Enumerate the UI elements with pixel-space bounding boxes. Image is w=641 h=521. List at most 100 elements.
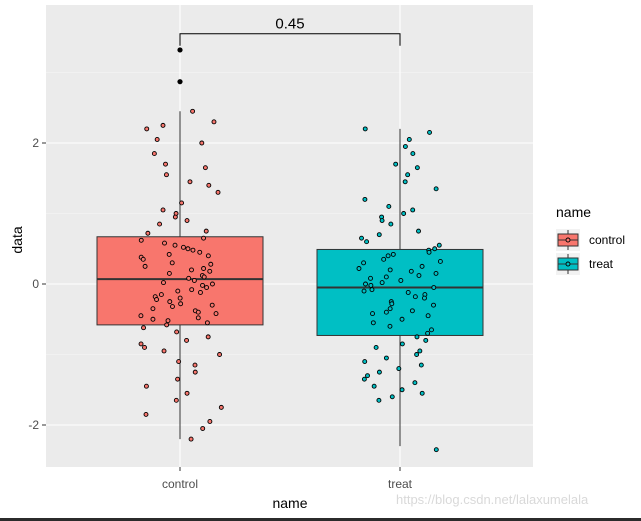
jitter-point-treat xyxy=(390,251,396,257)
outlier-point xyxy=(177,79,183,85)
bottom-border xyxy=(0,518,641,521)
jitter-point-control xyxy=(166,270,172,276)
box-control xyxy=(96,236,264,326)
jitter-point-control xyxy=(215,189,221,195)
jitter-point-treat xyxy=(399,341,405,347)
boxplot-control xyxy=(96,111,264,440)
jitter-point-control xyxy=(190,108,196,114)
jitter-point-control xyxy=(184,218,190,224)
jitter-point-treat xyxy=(433,270,439,276)
jitter-point-treat xyxy=(425,313,431,319)
x-axis-title: name xyxy=(272,495,307,511)
jitter-point-treat xyxy=(402,144,408,149)
p-value-label: 0.45 xyxy=(275,16,304,33)
jitter-point-treat xyxy=(383,274,389,280)
jitter-point-treat xyxy=(405,172,411,178)
jitter-point-treat xyxy=(414,334,420,340)
jitter-point-treat xyxy=(386,203,392,209)
jitter-point-control xyxy=(161,348,167,354)
y-tick-label: 2 xyxy=(32,136,39,150)
jitter-point-treat xyxy=(383,309,389,315)
jitter-point-treat xyxy=(396,366,402,372)
jitter-point-treat xyxy=(359,235,364,241)
x-tick-label: treat xyxy=(388,477,413,491)
jitter-point-control xyxy=(170,304,175,310)
jitter-point-control xyxy=(164,322,170,328)
legend-key-point xyxy=(565,261,571,267)
jitter-point-treat xyxy=(431,302,436,308)
jitter-point-treat xyxy=(398,278,404,283)
y-axis-title: data xyxy=(9,226,25,253)
jitter-point-control xyxy=(174,329,180,335)
jitter-point-control xyxy=(192,362,198,368)
jitter-point-control xyxy=(158,292,164,298)
jitter-point-treat xyxy=(389,394,395,400)
jitter-point-treat xyxy=(362,126,368,132)
jitter-point-control xyxy=(205,334,211,340)
jitter-point-control xyxy=(145,230,151,236)
jitter-point-control xyxy=(188,436,194,442)
jitter-point-control xyxy=(207,419,213,424)
jitter-point-treat xyxy=(369,287,375,293)
jitter-point-control xyxy=(200,426,206,431)
legend: name control treat xyxy=(556,204,625,275)
jitter-point-control xyxy=(201,235,207,241)
jitter-point-treat xyxy=(361,376,367,382)
jitter-point-treat xyxy=(436,242,442,248)
jitter-point-control xyxy=(205,253,211,259)
significance-annotation: 0.45 xyxy=(179,16,401,46)
jitter-point-treat xyxy=(433,447,439,453)
jitter-point-control xyxy=(154,297,160,302)
jitter-point-control xyxy=(138,313,144,319)
jitter-point-treat xyxy=(419,390,425,396)
jitter-point-control xyxy=(186,275,192,281)
legend-key-point xyxy=(565,237,571,243)
jitter-point-control xyxy=(142,263,148,269)
legend-entry-control: control xyxy=(556,229,625,251)
jitter-point-treat xyxy=(423,337,429,343)
jitter-point-control xyxy=(195,309,201,315)
jitter-point-treat xyxy=(368,282,374,288)
jitter-point-treat xyxy=(393,161,399,167)
jitter-point-treat xyxy=(362,359,368,364)
jitter-point-control xyxy=(138,341,144,347)
jitter-point-treat xyxy=(410,151,416,157)
jitter-point-treat xyxy=(362,196,368,202)
jitter-point-treat xyxy=(422,295,427,301)
jitter-point-treat xyxy=(376,397,382,403)
jitter-point-control xyxy=(185,246,191,252)
plot-panel-background xyxy=(46,5,533,467)
jitter-point-treat xyxy=(425,330,431,336)
jitter-point-treat xyxy=(412,294,418,300)
significance-bracket xyxy=(179,33,401,46)
jitter-point-control xyxy=(175,376,181,382)
jitter-point-treat xyxy=(399,316,405,322)
jitter-point-treat xyxy=(387,323,393,329)
legend-label: control xyxy=(589,233,625,247)
jitter-point-control xyxy=(178,301,184,307)
jitter-point-control xyxy=(208,261,214,267)
jitter-point-treat xyxy=(387,267,393,273)
jitter-point-control xyxy=(209,281,215,287)
jitter-point-control xyxy=(141,325,146,331)
jitter-point-treat xyxy=(417,348,423,354)
jitter-point-control xyxy=(218,404,224,410)
jitter-point-control xyxy=(143,411,149,417)
jitter-point-treat xyxy=(399,387,405,393)
jitter-point-control xyxy=(142,345,147,350)
jitter-point-control xyxy=(172,242,178,248)
jitter-point-treat xyxy=(361,288,367,294)
jitter-point-treat xyxy=(370,320,376,326)
jitter-point-control xyxy=(151,151,157,157)
jitter-point-control xyxy=(184,390,190,396)
jitter-point-control xyxy=(143,383,149,389)
jitter-point-control xyxy=(199,140,205,146)
jitter-point-treat xyxy=(427,129,432,135)
jitter-point-control xyxy=(176,359,182,364)
jitter-point-control xyxy=(160,122,166,128)
jitter-point-control xyxy=(189,287,195,293)
jitter-point-treat xyxy=(356,266,362,271)
jitter-point-control xyxy=(211,119,217,125)
jitter-point-control xyxy=(190,247,196,253)
jitter-point-treat xyxy=(370,311,375,317)
